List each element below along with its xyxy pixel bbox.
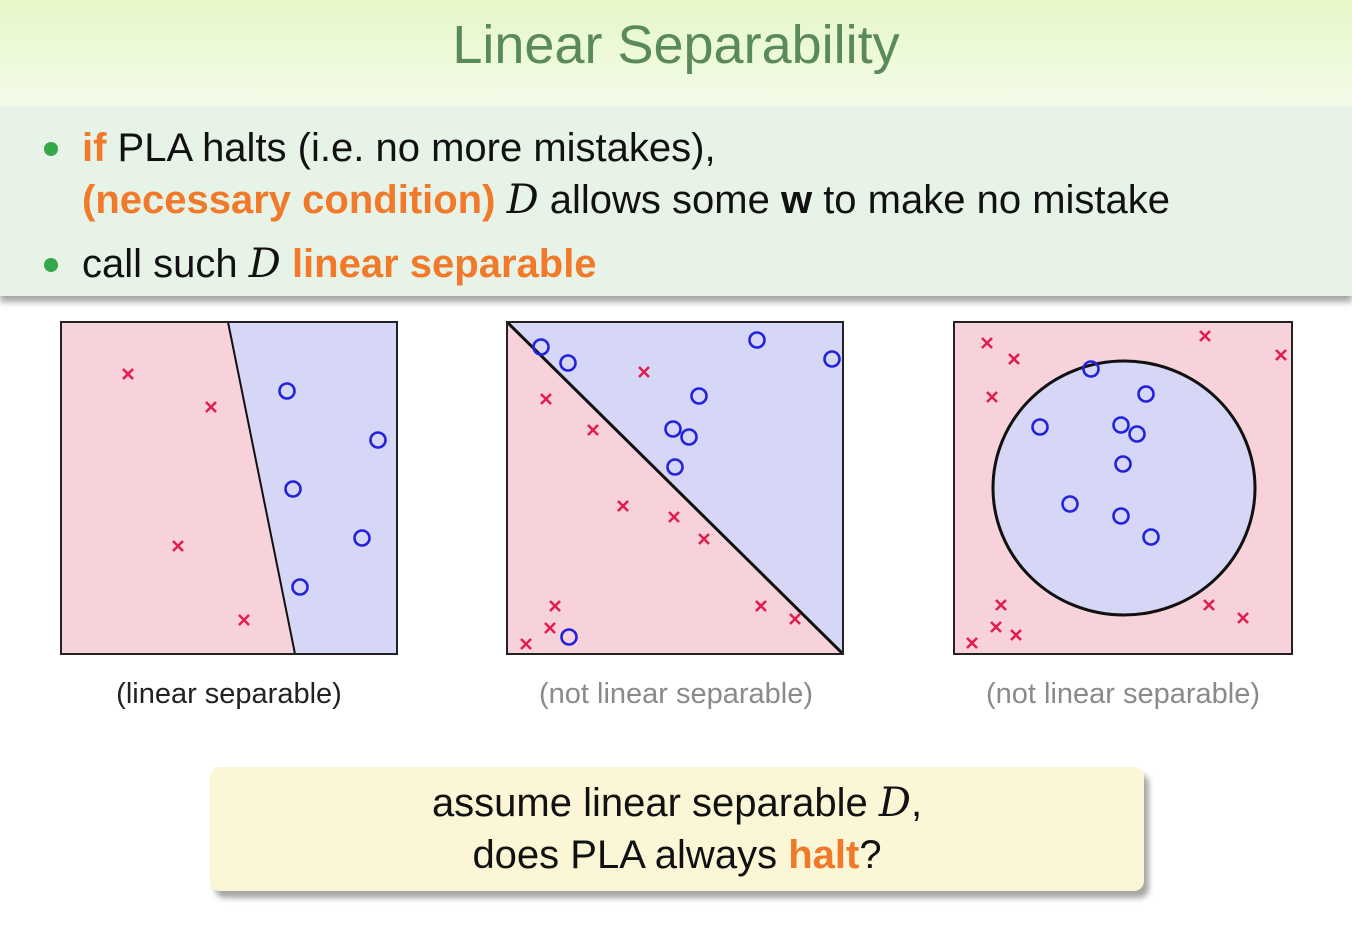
bullet-2-text: call such <box>82 242 249 286</box>
bullet-2-line: call such D linear separable <box>82 238 597 290</box>
panel-3-plot <box>953 321 1293 655</box>
weight-symbol: w <box>780 178 813 222</box>
panel-1-plot <box>60 321 398 655</box>
halt-keyword: halt <box>788 833 860 877</box>
bullet-1-line-2: (necessary condition) D allows some w to… <box>82 174 1170 226</box>
if-keyword: if <box>82 126 107 170</box>
separating-line <box>227 321 296 655</box>
plot-frame <box>953 321 1293 655</box>
title-bar: Linear Separability <box>0 0 1352 106</box>
dataset-symbol: D <box>248 241 281 287</box>
question-line-2-suffix: ? <box>859 833 882 877</box>
caption-not-separable-1: (not linear separable) <box>538 678 814 710</box>
bullet-1-line-2-mid: allows some <box>538 178 781 222</box>
dataset-symbol: D <box>506 177 539 223</box>
question-box: assume linear separable D, does PLA alwa… <box>210 767 1144 891</box>
panel-linear-separable <box>60 321 398 655</box>
question-line-1: assume linear separable D, <box>210 767 1144 829</box>
plot-frame <box>60 321 398 655</box>
question-line-1-suffix: , <box>910 781 923 825</box>
panel-not-separable-noise <box>506 321 844 655</box>
positive-region <box>228 322 397 654</box>
panel-2-plot <box>506 321 844 655</box>
question-line-2-text: does PLA always <box>472 833 789 877</box>
panel-not-separable-circle <box>953 321 1293 655</box>
bullet-1-line-1: if PLA halts (i.e. no more mistakes), <box>82 122 716 174</box>
necessary-condition-label: (necessary condition) <box>82 178 496 222</box>
bullet-1-line-1-text: PLA halts (i.e. no more mistakes), <box>106 126 716 170</box>
bullet-dot-icon <box>44 258 58 272</box>
caption-linear-separable: (linear separable) <box>116 678 342 710</box>
question-line-1-text: assume linear separable <box>431 781 879 825</box>
question-line-2: does PLA always halt? <box>210 829 1144 881</box>
bullet-1-line-2-rest: to make no mistake <box>812 178 1171 222</box>
circular-boundary <box>991 359 1257 617</box>
plot-frame <box>506 321 844 655</box>
caption-not-separable-2: (not linear separable) <box>985 678 1261 710</box>
linear-separable-term: linear separable <box>280 242 597 286</box>
separating-line <box>506 321 844 655</box>
dataset-symbol: D <box>878 780 911 826</box>
slide-title: Linear Separability <box>452 15 900 75</box>
bullet-box: if PLA halts (i.e. no more mistakes), (n… <box>0 106 1352 296</box>
bullet-dot-icon <box>44 142 58 156</box>
